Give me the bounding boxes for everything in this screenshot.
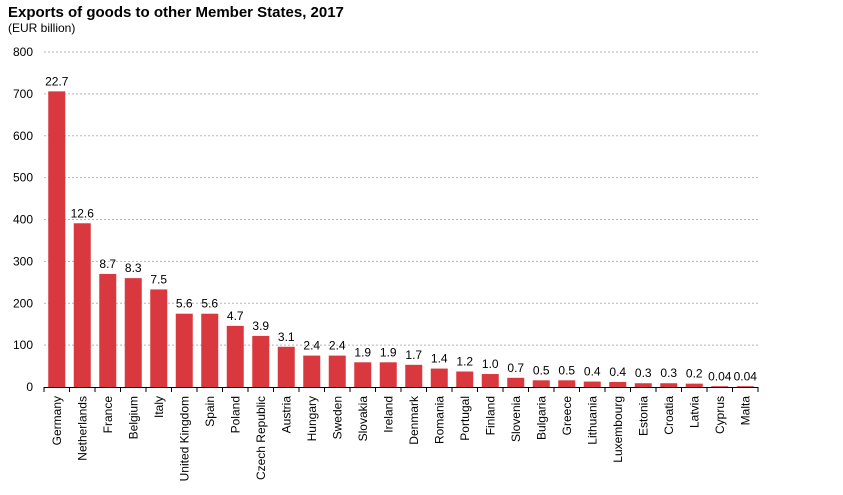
bar-czech-republic: [252, 335, 270, 387]
x-tick-label: Denmark: [407, 395, 421, 445]
data-label: 12.6: [71, 206, 95, 220]
bar-hungary: [303, 355, 321, 387]
x-tick-label: Finland: [483, 396, 497, 435]
bar-portugal: [456, 371, 474, 387]
data-label: 3.9: [252, 319, 269, 333]
bar-croatia: [660, 383, 678, 387]
y-tick-label: 100: [13, 338, 33, 352]
x-tick-label: Malta: [738, 396, 752, 426]
bar-cyprus: [711, 386, 729, 387]
data-label: 5.6: [176, 297, 193, 311]
data-label: 0.7: [507, 361, 524, 375]
bar-netherlands: [73, 223, 91, 387]
bar-slovakia: [354, 362, 372, 387]
x-tick-label: Estonia: [636, 396, 650, 436]
data-label: 1.0: [482, 357, 499, 371]
y-tick-label: 200: [13, 296, 33, 310]
bar-luxembourg: [609, 381, 627, 387]
x-tick-label: Netherlands: [75, 396, 89, 461]
data-label: 0.4: [584, 365, 601, 379]
bar-estonia: [634, 383, 652, 387]
chart-title: Exports of goods to other Member States,…: [8, 4, 344, 21]
data-label: 8.3: [125, 261, 142, 275]
data-label: 5.6: [201, 297, 218, 311]
x-tick-label: Slovenia: [509, 396, 523, 442]
data-label: 8.7: [99, 257, 116, 271]
data-label: 0.3: [660, 366, 677, 380]
data-label: 0.5: [558, 363, 575, 377]
y-tick-label: 400: [13, 213, 33, 227]
bar-romania: [430, 368, 448, 387]
bar-poland: [226, 325, 244, 387]
bar-greece: [558, 380, 576, 387]
bar-spain: [201, 313, 219, 387]
x-tick-label: Germany: [50, 396, 64, 445]
bar-germany: [48, 91, 66, 388]
bar-malta: [736, 386, 754, 387]
x-tick-label: Hungary: [305, 396, 319, 441]
x-tick-label: Portugal: [458, 396, 472, 441]
data-label: 2.4: [303, 339, 320, 353]
data-label: 0.2: [686, 367, 703, 381]
y-tick-label: 700: [13, 87, 33, 101]
y-tick-label: 800: [13, 45, 33, 59]
x-tick-label: Croatia: [662, 396, 676, 435]
data-label: 1.2: [456, 355, 473, 369]
x-tick-label: Romania: [432, 396, 446, 444]
data-label: 1.9: [354, 345, 371, 359]
x-tick-label: Cyprus: [713, 396, 727, 434]
bar-lithuania: [583, 381, 601, 387]
x-tick-label: France: [101, 396, 115, 434]
x-tick-label: Czech Republic: [254, 396, 268, 480]
bar-france: [99, 273, 117, 387]
bar-austria: [277, 346, 295, 387]
data-label: 2.4: [329, 339, 346, 353]
y-tick-label: 0: [26, 380, 33, 394]
data-label: 0.3: [635, 366, 652, 380]
bar-bulgaria: [532, 380, 550, 387]
y-tick-label: 600: [13, 129, 33, 143]
x-tick-label: Luxembourg: [611, 396, 625, 463]
data-label: 0.5: [533, 363, 550, 377]
x-tick-label: Poland: [228, 396, 242, 433]
x-tick-label: Belgium: [126, 396, 140, 439]
x-tick-label: Sweden: [330, 396, 344, 439]
bar-sweden: [328, 355, 346, 387]
y-tick-label: 500: [13, 171, 33, 185]
bar-finland: [481, 374, 499, 387]
bar-italy: [150, 289, 168, 387]
data-label: 4.7: [227, 309, 244, 323]
x-tick-label: Ireland: [381, 396, 395, 433]
bar-ireland: [379, 362, 397, 387]
x-tick-label: Austria: [279, 396, 293, 434]
data-label: 1.7: [405, 348, 422, 362]
x-tick-label: Slovakia: [356, 396, 370, 442]
x-tick-label: Greece: [560, 396, 574, 436]
y-tick-label: 300: [13, 254, 33, 268]
x-tick-label: Latvia: [687, 396, 701, 428]
bar-latvia: [685, 383, 703, 387]
data-label: 7.5: [150, 272, 167, 286]
data-label: 0.4: [609, 365, 626, 379]
bar-united-kingdom: [175, 313, 193, 387]
bar-denmark: [405, 364, 423, 387]
x-tick-label: United Kingdom: [177, 396, 191, 481]
bar-belgium: [124, 278, 142, 387]
data-label: 0.04: [734, 370, 758, 384]
data-label: 0.04: [708, 370, 732, 384]
data-label: 22.7: [45, 74, 69, 88]
data-label: 3.1: [278, 330, 295, 344]
x-tick-label: Lithuania: [585, 396, 599, 445]
data-label: 1.9: [380, 345, 397, 359]
x-tick-label: Bulgaria: [534, 396, 548, 440]
data-label: 1.4: [431, 352, 448, 366]
chart-subtitle: (EUR billion): [8, 21, 76, 35]
x-tick-label: Spain: [203, 396, 217, 427]
x-tick-label: Italy: [152, 396, 166, 418]
bar-slovenia: [507, 377, 525, 387]
